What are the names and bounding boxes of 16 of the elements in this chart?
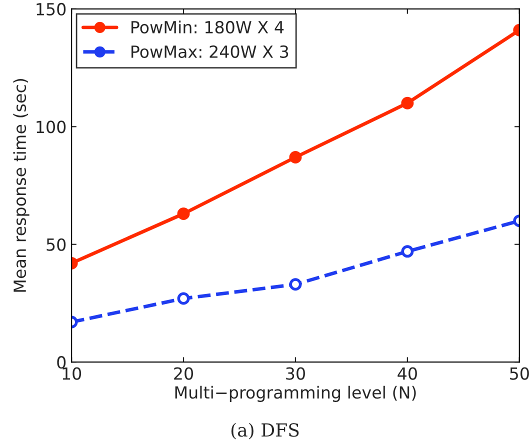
- point: [289, 278, 302, 291]
- x-tick-label: 50: [510, 367, 529, 380]
- point: [289, 151, 302, 164]
- legend-label: PowMax: 240W X 3: [132, 45, 288, 58]
- x-tick-label: 10: [62, 367, 82, 380]
- y-tick-label: 100: [36, 120, 66, 134]
- x-tick-label: 30: [286, 367, 305, 380]
- y-axis-title: Mean response time (sec): [13, 79, 30, 292]
- legend-label: PowMin: 180W X 4: [132, 20, 284, 34]
- x-axis-title: Multi−programming level (N): [175, 386, 416, 402]
- x-tick-label: 40: [398, 367, 417, 380]
- x-tick-label: 20: [174, 367, 194, 380]
- y-tick-label: 150: [36, 2, 66, 16]
- y-tick-label: 0: [57, 356, 66, 369]
- text: (a) DFS: [231, 422, 299, 440]
- y-tick-label: 50: [46, 238, 66, 251]
